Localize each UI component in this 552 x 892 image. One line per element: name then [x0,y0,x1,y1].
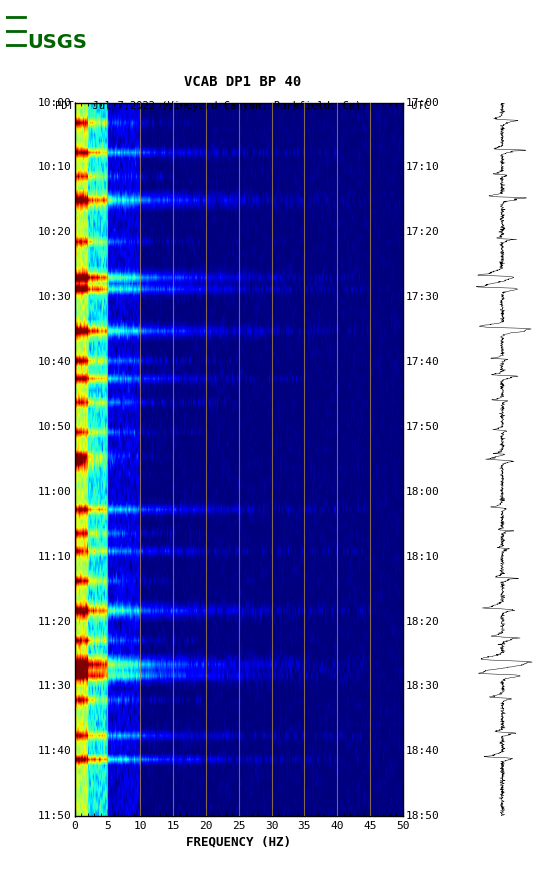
Text: 11:50: 11:50 [38,811,72,822]
Text: 11:20: 11:20 [38,616,72,626]
Text: 18:30: 18:30 [406,681,439,691]
Text: 11:00: 11:00 [38,487,72,497]
Text: 17:00: 17:00 [406,97,439,108]
Text: 10:30: 10:30 [38,293,72,302]
Text: 10:40: 10:40 [38,357,72,368]
Text: 11:30: 11:30 [38,681,72,691]
Text: 10:00: 10:00 [38,97,72,108]
Text: 18:40: 18:40 [406,747,439,756]
Text: 10:50: 10:50 [38,422,72,432]
Text: 18:50: 18:50 [406,811,439,822]
Text: 11:10: 11:10 [38,551,72,562]
X-axis label: FREQUENCY (HZ): FREQUENCY (HZ) [186,835,291,848]
Text: 17:20: 17:20 [406,227,439,237]
Text: 10:10: 10:10 [38,162,72,172]
Text: PDT   Jul 7,2022 (Vineyard Canyon, Parkfield, Ca)        UTC: PDT Jul 7,2022 (Vineyard Canyon, Parkfie… [55,101,431,111]
Text: 10:20: 10:20 [38,227,72,237]
Text: 17:40: 17:40 [406,357,439,368]
Text: 11:40: 11:40 [38,747,72,756]
Text: 18:20: 18:20 [406,616,439,626]
Text: 17:10: 17:10 [406,162,439,172]
Text: 17:50: 17:50 [406,422,439,432]
Text: USGS: USGS [27,32,87,52]
Text: 18:10: 18:10 [406,551,439,562]
Text: 17:30: 17:30 [406,293,439,302]
Text: VCAB DP1 BP 40: VCAB DP1 BP 40 [184,75,301,89]
Text: 18:00: 18:00 [406,487,439,497]
